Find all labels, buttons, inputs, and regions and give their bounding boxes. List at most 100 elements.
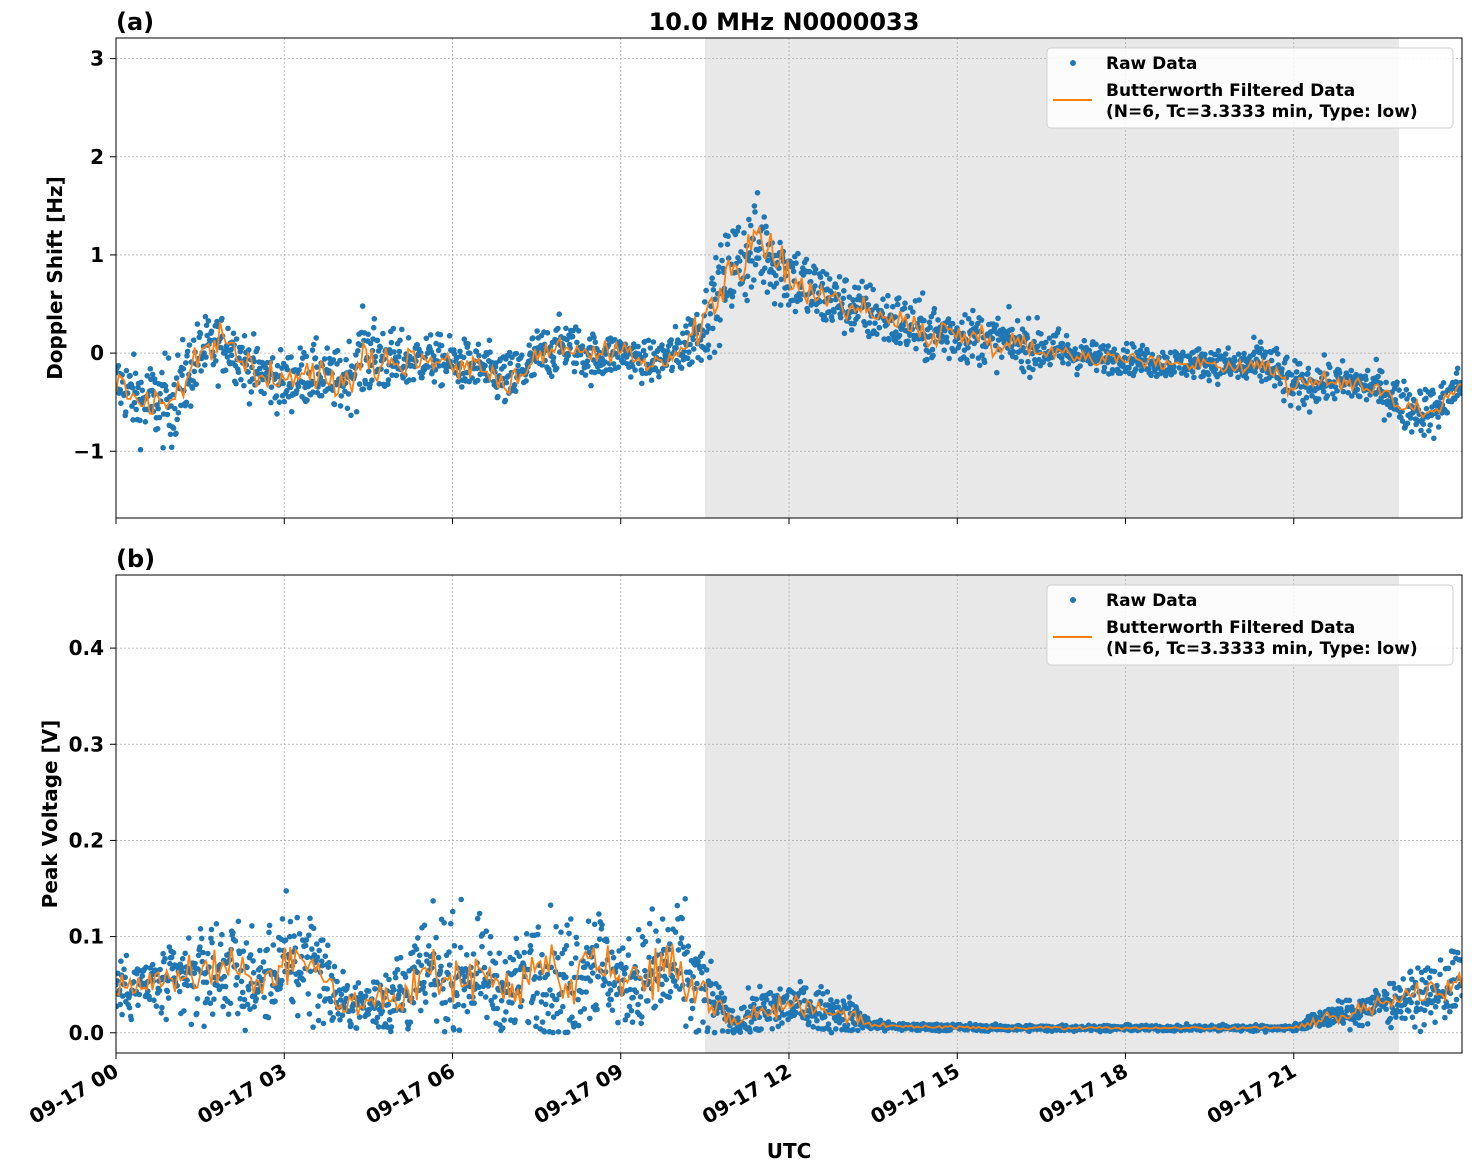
raw-point <box>219 931 225 938</box>
raw-point <box>823 317 829 323</box>
raw-point <box>571 368 578 375</box>
raw-point <box>1394 379 1400 386</box>
raw-point <box>277 982 284 988</box>
raw-point <box>855 285 862 291</box>
raw-point <box>652 365 659 371</box>
raw-point <box>632 975 639 981</box>
raw-point <box>232 938 239 944</box>
raw-point <box>1431 968 1438 975</box>
raw-point <box>264 946 271 953</box>
raw-point <box>184 353 190 359</box>
raw-point <box>310 389 316 396</box>
raw-point <box>1058 355 1065 362</box>
raw-point <box>446 962 453 968</box>
raw-point <box>151 997 157 1003</box>
raw-point <box>699 969 705 976</box>
raw-point <box>789 260 795 266</box>
raw-point <box>1020 368 1027 375</box>
raw-point <box>463 952 470 958</box>
raw-point <box>276 399 283 406</box>
raw-point <box>306 1011 313 1017</box>
raw-point <box>1215 381 1221 388</box>
raw-point <box>541 1029 548 1035</box>
raw-point <box>555 954 561 961</box>
raw-point <box>1189 369 1196 375</box>
raw-point <box>465 341 471 347</box>
raw-point <box>377 344 384 351</box>
raw-point <box>158 1010 165 1016</box>
raw-point <box>809 298 815 305</box>
raw-point <box>297 345 304 351</box>
raw-point <box>194 1010 200 1017</box>
raw-point <box>517 1003 524 1010</box>
raw-point <box>530 335 536 341</box>
raw-point <box>1454 949 1461 956</box>
raw-point <box>130 417 136 423</box>
raw-point <box>719 257 725 264</box>
raw-point <box>414 969 421 975</box>
raw-point <box>683 1023 689 1029</box>
raw-point <box>840 295 846 302</box>
raw-point <box>1111 346 1118 353</box>
raw-point <box>233 380 239 387</box>
raw-point <box>1434 982 1440 989</box>
raw-point <box>814 308 820 315</box>
raw-point <box>475 341 482 348</box>
raw-point <box>705 342 712 349</box>
raw-point <box>274 362 281 369</box>
raw-point <box>609 949 615 955</box>
raw-point <box>194 321 201 327</box>
raw-point <box>383 972 389 978</box>
raw-point <box>1430 998 1436 1004</box>
raw-point <box>337 403 344 409</box>
raw-point <box>1440 988 1446 995</box>
raw-point <box>310 341 317 348</box>
raw-point <box>265 1014 272 1021</box>
raw-point <box>667 941 673 947</box>
raw-point <box>528 947 534 954</box>
raw-point <box>1124 348 1130 355</box>
raw-point <box>669 364 676 371</box>
raw-point <box>929 346 936 353</box>
raw-point <box>119 1011 125 1018</box>
raw-point <box>790 297 796 304</box>
raw-point <box>544 330 551 336</box>
raw-point <box>208 926 215 933</box>
raw-point <box>457 348 463 355</box>
raw-point <box>492 960 499 966</box>
raw-point <box>221 973 228 980</box>
raw-point <box>965 316 972 322</box>
raw-point <box>197 926 204 932</box>
raw-point <box>366 368 372 375</box>
raw-point <box>190 337 197 344</box>
raw-point <box>710 325 716 332</box>
raw-point <box>1361 382 1368 389</box>
raw-point <box>1235 351 1242 358</box>
raw-point <box>758 1026 764 1032</box>
raw-point <box>1027 374 1033 381</box>
raw-point <box>848 327 855 333</box>
raw-point <box>845 1005 852 1011</box>
raw-point <box>149 371 156 378</box>
raw-point <box>544 971 551 978</box>
raw-point <box>1399 418 1406 425</box>
raw-point <box>261 994 267 1001</box>
raw-point <box>503 1009 509 1015</box>
raw-point <box>186 342 193 348</box>
raw-point <box>284 387 290 394</box>
filtered-line <box>116 944 1462 1031</box>
raw-point <box>170 949 177 956</box>
raw-point <box>547 344 554 350</box>
raw-point <box>691 346 697 352</box>
raw-point <box>672 929 679 935</box>
raw-point <box>317 993 323 999</box>
raw-point <box>175 410 182 416</box>
raw-point <box>136 991 143 998</box>
raw-point <box>1339 999 1345 1006</box>
raw-point <box>581 1006 588 1012</box>
raw-point <box>165 995 172 1001</box>
raw-point <box>766 251 772 258</box>
raw-point <box>926 319 933 326</box>
raw-point <box>383 368 390 375</box>
raw-point <box>718 990 725 996</box>
